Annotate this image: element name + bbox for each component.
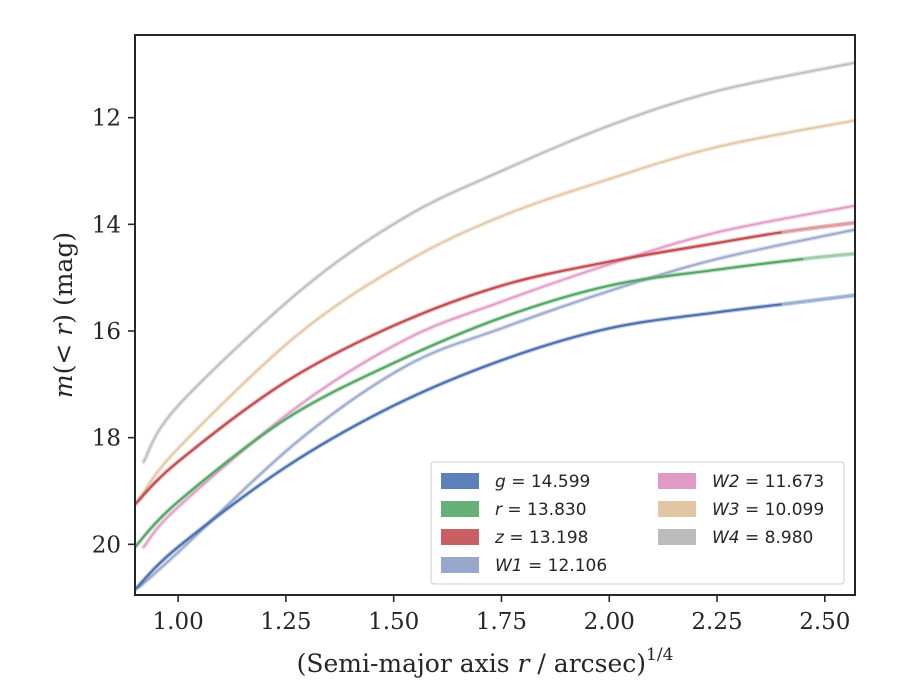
legend-label: W2 = 11.673 xyxy=(712,472,824,492)
series-w2 xyxy=(141,203,855,550)
series-z-tail xyxy=(781,221,855,234)
legend-swatch xyxy=(441,501,479,517)
legend-item-z: z = 13.198 xyxy=(441,528,588,548)
legend-label: W3 = 10.099 xyxy=(712,500,824,520)
legend-box xyxy=(430,461,845,585)
legend-item-g: g = 14.599 xyxy=(441,472,590,492)
series-r-tail xyxy=(803,252,855,261)
legend-label: r = 13.830 xyxy=(495,500,587,520)
series-w4-band xyxy=(141,60,855,464)
x-tick-label: 1.00 xyxy=(153,609,204,635)
x-tick-label: 2.25 xyxy=(691,609,742,635)
legend-label: z = 13.198 xyxy=(494,528,588,548)
series-g-line xyxy=(135,294,855,591)
x-axis-label: (Semi-major axis r / arcsec)1/4 xyxy=(297,645,674,678)
x-tick-label: 2.00 xyxy=(584,609,635,635)
legend-swatch xyxy=(658,501,696,517)
x-tick-label: 1.25 xyxy=(260,609,311,635)
legend-swatch xyxy=(441,529,479,545)
series-w3 xyxy=(137,118,855,502)
series-z xyxy=(135,220,855,507)
legend-item-w1: W1 = 12.106 xyxy=(441,556,607,576)
legend-swatch xyxy=(658,473,696,489)
x-axis: 1.00 1.25 1.50 1.75 2.00 2.25 2.50 xyxy=(153,595,850,635)
x-tick-label: 1.75 xyxy=(476,609,527,635)
series-w2-line xyxy=(142,204,855,548)
series-r-line xyxy=(135,252,855,549)
plot-frame xyxy=(134,34,856,596)
legend-label: W1 = 12.106 xyxy=(495,556,607,576)
y-tick-label: 18 xyxy=(92,426,121,452)
legend-swatch xyxy=(658,529,696,545)
series-r xyxy=(135,251,855,550)
legend-item-w3: W3 = 10.099 xyxy=(658,500,824,520)
legend-label: g = 14.599 xyxy=(495,472,590,492)
series-w3-line xyxy=(138,119,855,500)
y-tick-label: 12 xyxy=(92,106,121,132)
legend-label: W4 = 8.980 xyxy=(712,528,813,548)
y-axis-label: m(< r) (mag) xyxy=(49,232,78,398)
series-z-line xyxy=(135,221,855,506)
legend-swatch xyxy=(441,473,479,489)
series-w4 xyxy=(141,60,855,464)
y-tick-label: 20 xyxy=(92,532,121,558)
series-g xyxy=(135,293,855,592)
legend: g = 14.599 r = 13.830 z = 13.198 W1 = 12.10… xyxy=(430,461,845,585)
series-w4-line xyxy=(142,61,855,463)
legend-item-w4: W4 = 8.980 xyxy=(658,528,813,548)
y-tick-label: 16 xyxy=(92,319,121,345)
y-tick-label: 14 xyxy=(92,212,121,238)
legend-item-w2: W2 = 11.673 xyxy=(658,472,824,492)
legend-item-r: r = 13.830 xyxy=(441,500,587,520)
series-layer xyxy=(135,60,855,592)
legend-swatch xyxy=(441,557,479,573)
series-g-tail xyxy=(781,294,855,306)
y-axis: 12 14 16 18 20 xyxy=(92,106,135,558)
x-tick-label: 2.50 xyxy=(799,609,850,635)
x-axis-label-exponent: 1/4 xyxy=(646,645,673,665)
x-tick-label: 1.50 xyxy=(368,609,419,635)
